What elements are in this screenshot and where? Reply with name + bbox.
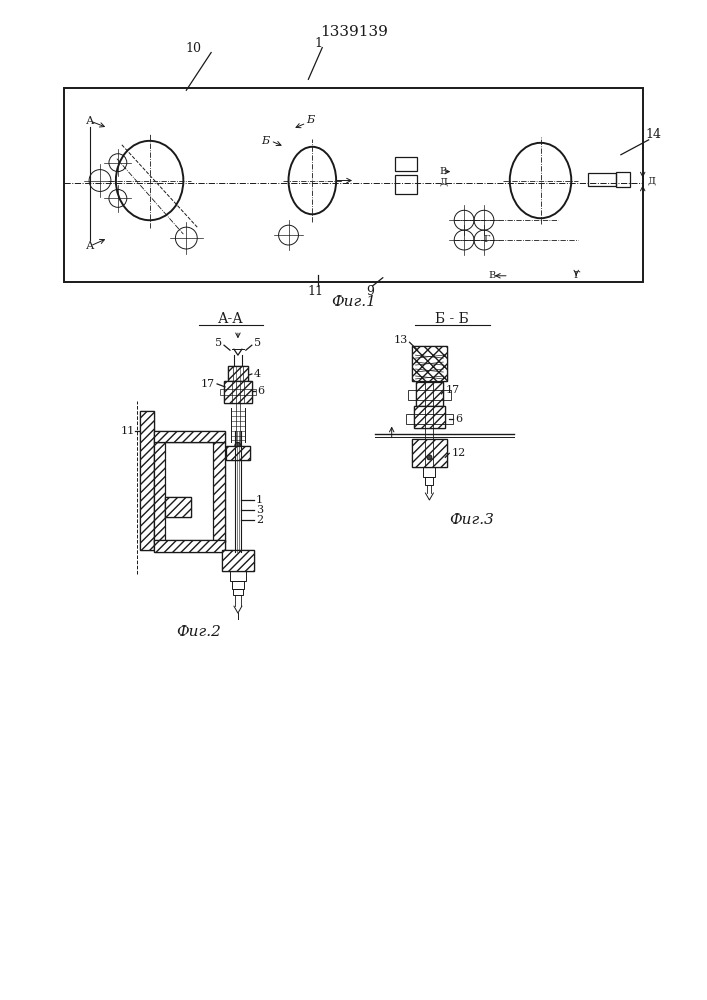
Bar <box>228 366 248 381</box>
Text: 13: 13 <box>393 335 407 345</box>
Bar <box>411 346 448 381</box>
Bar <box>222 550 254 571</box>
Bar <box>232 381 244 403</box>
Text: 11: 11 <box>308 285 323 298</box>
Bar <box>153 442 165 542</box>
Text: 10: 10 <box>185 42 201 55</box>
Bar <box>588 173 616 186</box>
Text: 17: 17 <box>201 379 215 389</box>
Text: А-А: А-А <box>218 312 244 326</box>
Bar <box>407 390 451 400</box>
Text: А: А <box>86 241 94 251</box>
Text: Б: Б <box>306 115 315 125</box>
Text: 6: 6 <box>257 386 264 396</box>
Bar <box>230 571 246 581</box>
Text: 1339139: 1339139 <box>320 25 388 39</box>
Text: 9: 9 <box>366 285 374 298</box>
Circle shape <box>427 455 432 460</box>
Bar <box>414 406 445 428</box>
Bar <box>616 172 630 187</box>
Bar <box>64 88 643 282</box>
Bar <box>395 157 416 171</box>
Text: В: В <box>489 271 496 280</box>
Bar <box>140 411 153 550</box>
Text: Б: Б <box>262 136 270 146</box>
Bar <box>411 346 448 381</box>
Text: 14: 14 <box>645 128 662 141</box>
Bar <box>153 540 225 552</box>
Bar <box>153 442 225 542</box>
Bar <box>213 442 225 542</box>
Text: Д: Д <box>648 177 655 186</box>
Text: А: А <box>86 116 94 126</box>
Bar <box>222 550 254 571</box>
Text: 3: 3 <box>256 505 263 515</box>
Bar <box>153 431 225 442</box>
Text: 2: 2 <box>256 515 263 525</box>
Text: 1: 1 <box>256 495 263 505</box>
Text: В: В <box>440 167 447 176</box>
Bar <box>416 382 443 406</box>
Text: 5: 5 <box>254 338 261 348</box>
Bar <box>406 414 453 424</box>
Text: Фиг.1: Фиг.1 <box>332 295 376 309</box>
Text: Г: Г <box>484 235 490 244</box>
Bar <box>220 389 256 395</box>
Text: 11: 11 <box>120 426 135 436</box>
Bar <box>416 382 443 406</box>
Text: Фиг.3: Фиг.3 <box>449 513 494 527</box>
Bar <box>426 477 433 485</box>
Bar <box>153 431 225 442</box>
Bar <box>411 439 448 467</box>
Bar <box>224 381 252 403</box>
Text: 12: 12 <box>451 448 465 458</box>
Bar <box>165 497 192 517</box>
Bar <box>414 406 445 428</box>
Text: Фиг.2: Фиг.2 <box>176 625 221 639</box>
Text: Б - Б: Б - Б <box>436 312 469 326</box>
Bar <box>226 446 250 460</box>
Text: 5: 5 <box>215 338 222 348</box>
Bar <box>232 581 244 589</box>
Bar <box>224 381 252 403</box>
Text: 6: 6 <box>455 414 462 424</box>
Bar <box>411 439 448 467</box>
Circle shape <box>235 442 241 448</box>
Bar <box>140 411 153 550</box>
Text: Д: Д <box>439 178 448 187</box>
Text: 1: 1 <box>315 37 322 50</box>
Text: 4: 4 <box>254 369 261 379</box>
Bar <box>226 446 250 460</box>
Bar <box>228 366 248 381</box>
Text: Г: Г <box>573 271 580 280</box>
Bar <box>153 540 225 552</box>
Bar <box>233 589 243 595</box>
Bar <box>423 467 436 477</box>
Bar <box>165 497 192 517</box>
Text: 17: 17 <box>445 385 460 395</box>
Bar <box>395 175 416 194</box>
